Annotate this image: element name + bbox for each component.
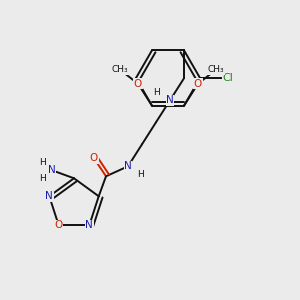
Text: H: H xyxy=(39,158,45,167)
Text: H: H xyxy=(138,170,144,179)
Text: O: O xyxy=(194,79,202,89)
Text: CH₃: CH₃ xyxy=(208,65,224,74)
Text: N: N xyxy=(45,191,53,201)
Text: N: N xyxy=(48,165,56,175)
Text: CH₃: CH₃ xyxy=(112,65,128,74)
Text: H: H xyxy=(39,174,45,183)
Text: Cl: Cl xyxy=(223,73,233,83)
Text: O: O xyxy=(55,220,63,230)
Text: N: N xyxy=(124,161,132,171)
Text: O: O xyxy=(90,153,98,163)
Text: H: H xyxy=(154,88,160,97)
Text: N: N xyxy=(85,220,93,230)
Text: O: O xyxy=(134,79,142,89)
Text: N: N xyxy=(166,95,174,105)
